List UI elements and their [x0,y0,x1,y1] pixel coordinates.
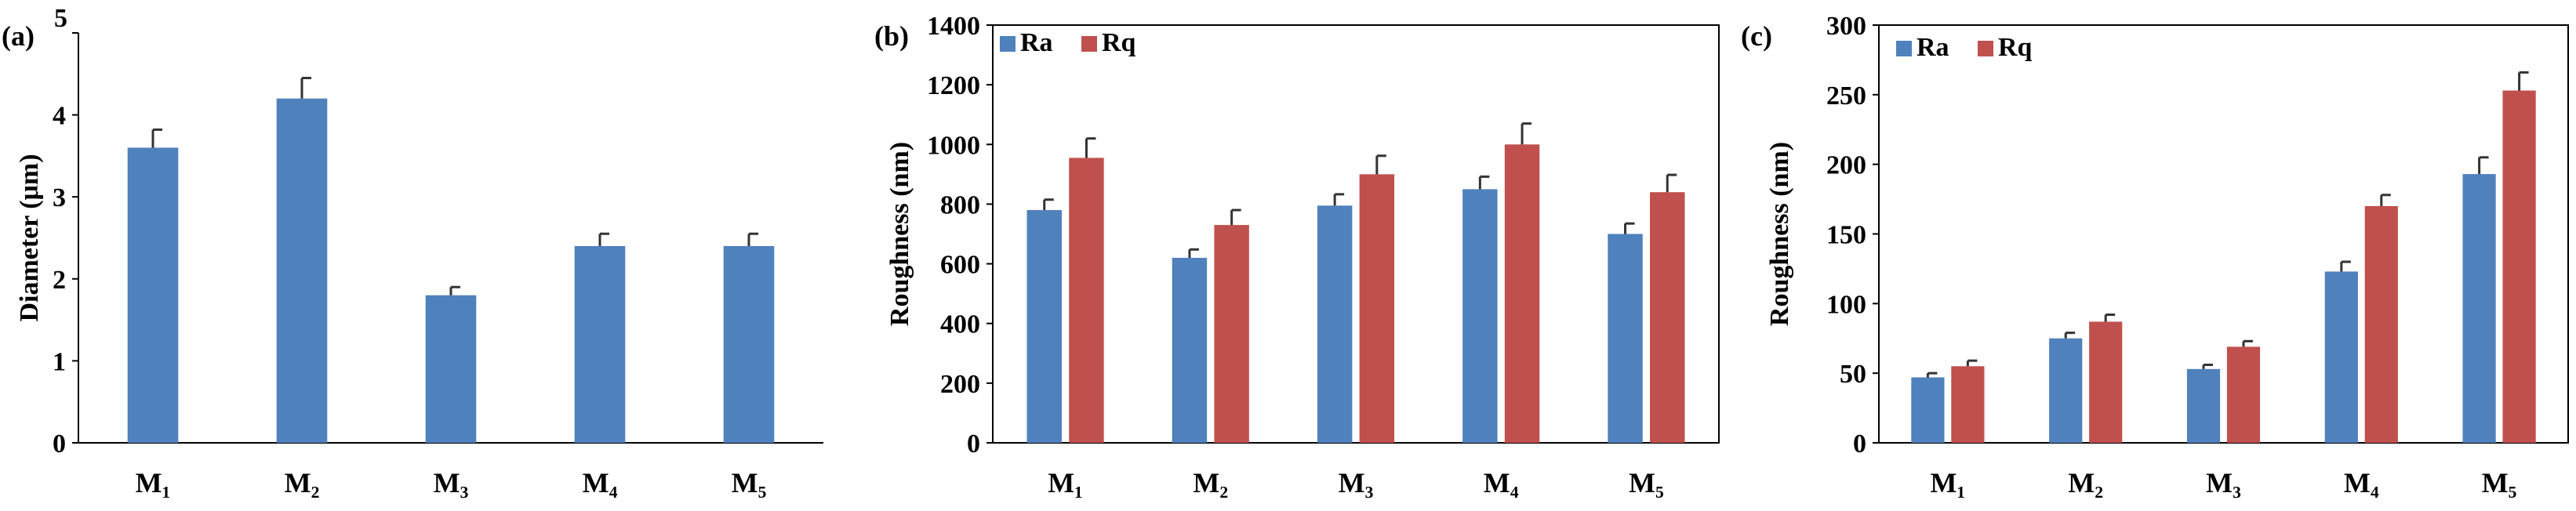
y-tick-label: 0 [1853,429,1866,458]
x-tick-label: M₂ [285,467,320,498]
bar-rq-5 [2502,90,2536,444]
y-tick-label: 0 [967,429,980,458]
bar-rq-1 [1951,366,1985,443]
panel-label: (b) [874,20,909,52]
y-tick-label: 1000 [927,131,980,160]
bar-rq-4 [2364,205,2398,443]
y-tick-label: 150 [1826,221,1866,250]
bar-rq-2 [1214,225,1249,443]
y-tick-label: 250 [1826,82,1866,111]
y-tick-label: 1200 [927,71,980,100]
chart-panel-2: 0 200 400 600 800 1000 1200 1400 Roughness (nm) (… [874,12,1720,498]
legend-label-rq: Rq [1998,33,2033,62]
x-tick-label: M₃ [2206,467,2241,498]
y-tick-label: 200 [1826,151,1866,180]
plot-frame [992,24,1720,444]
y-tick-label: 200 [940,370,980,399]
bar-rq-3 [1359,174,1395,443]
bar-ra-2 [1172,257,1208,443]
legend-swatch-ra [1000,36,1016,52]
panel-label: (a) [2,20,35,52]
x-tick-label: M₄ [583,467,618,498]
x-tick-label: M₂ [2068,467,2103,498]
bar-rq-3 [2226,346,2261,443]
y-tick-label: 100 [1826,290,1866,319]
x-tick-label: M₁ [136,467,171,498]
legend-swatch-rq [1978,41,1993,56]
bar-ra-5 [1608,234,1643,443]
y-axis-title: Roughness (nm) [1765,142,1794,326]
bar-diameter-1 [127,147,179,443]
legend-label-ra: Ra [1020,28,1053,57]
y-tick-label: 600 [940,251,980,280]
x-tick-label: M₁ [1048,467,1083,498]
y-tick-label: 3 [53,183,66,212]
bar-ra-5 [2462,174,2496,443]
y-tick-label: 4 [53,102,66,131]
x-tick-label: M₃ [1339,467,1374,498]
y-tick-label: 5 [54,4,67,33]
x-tick-label: M₄ [2344,467,2379,498]
x-tick-label: M₄ [1484,467,1519,498]
y-axis-title: Roughness (nm) [885,142,914,326]
bar-diameter-3 [425,295,477,443]
y-tick-label: 1400 [927,12,980,41]
x-tick-label: M₅ [732,467,767,498]
legend-label-rq: Rq [1102,28,1136,57]
chart-panel-3: 0 50 100 150 200 250 300 Roughness (nm) (c) M₁ M₂ M… [1741,12,2569,498]
y-axis-title: Diameter (μm) [15,154,44,321]
bar-ra-4 [1462,189,1498,443]
y-tick-label: 1 [53,347,66,376]
bar-ra-3 [1317,205,1353,443]
bar-ra-4 [2324,271,2358,443]
panel-label: (c) [1741,20,1772,52]
y-tick-label: 50 [1840,360,1866,389]
bar-diameter-2 [276,98,328,444]
y-tick-label: 0 [53,429,66,458]
bar-ra-1 [1911,377,1945,443]
y-tick-label: 400 [940,310,980,339]
bar-ra-3 [2186,368,2221,443]
bar-diameter-4 [574,245,626,443]
x-tick-label: M₅ [1629,467,1664,498]
bar-rq-1 [1069,158,1104,444]
bar-rq-5 [1650,192,1685,443]
bar-rq-4 [1504,144,1540,444]
y-tick-label: 800 [940,190,980,219]
bar-diameter-5 [723,245,775,443]
legend-swatch-rq [1081,36,1097,52]
chart-panel-1: 0 1 2 3 4 5 Diameter (μm) (a) M₁ M₂ M₃ M₄ M₅ [2,4,823,498]
bar-ra-2 [2049,338,2083,443]
x-tick-label: M₁ [1931,467,1966,498]
bar-rq-2 [2089,321,2123,443]
legend-swatch-ra [1896,41,1912,56]
y-tick-label: 300 [1826,12,1866,41]
x-tick-label: M₃ [434,467,469,498]
x-tick-label: M₅ [2482,467,2517,498]
bar-ra-1 [1026,210,1062,443]
x-tick-label: M₂ [1193,467,1228,498]
legend-label-ra: Ra [1917,33,1949,62]
y-tick-label: 2 [53,266,66,295]
